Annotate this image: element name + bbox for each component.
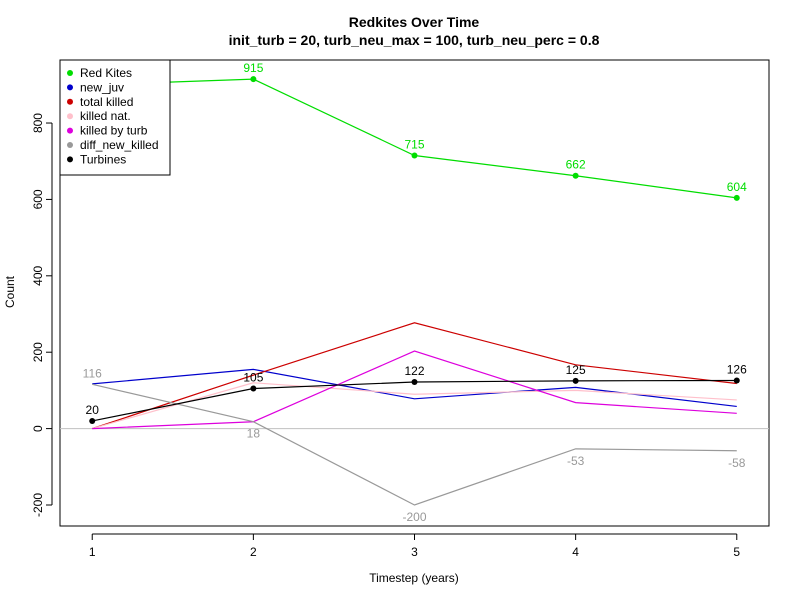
data-point [250, 385, 257, 392]
x-tick-label: 4 [572, 545, 579, 559]
data-point [411, 378, 418, 385]
data-label: 116 [83, 366, 102, 380]
legend-entry: total killed [80, 95, 133, 109]
x-tick-label: 5 [733, 545, 740, 559]
data-label: 105 [243, 370, 263, 384]
data-point [733, 194, 740, 201]
x-axis-label: Timestep (years) [369, 571, 459, 585]
data-label: 715 [404, 137, 424, 151]
data-label: 20 [86, 403, 100, 417]
series-line-5 [92, 383, 737, 506]
x-tick-label: 1 [89, 545, 96, 559]
legend-entry: diff_new_killed [80, 138, 159, 152]
data-label: 18 [247, 427, 261, 441]
data-point [250, 76, 257, 83]
data-label: -58 [728, 456, 746, 470]
series-line-2 [92, 322, 737, 430]
legend-marker [67, 113, 73, 120]
data-label: 125 [566, 363, 586, 377]
data-label: -53 [567, 454, 585, 468]
legend-marker [67, 142, 73, 148]
data-label: 915 [243, 61, 263, 75]
y-axis-label: Count [3, 275, 17, 308]
legend-marker [67, 70, 73, 76]
data-label: 122 [404, 364, 424, 378]
y-tick-label: 200 [31, 342, 45, 362]
legend-entry: new_juv [80, 80, 124, 94]
data-point [411, 152, 418, 159]
data-point [733, 377, 740, 384]
x-tick-label: 3 [411, 545, 418, 559]
legend-entry: Turbines [80, 152, 126, 166]
data-point [89, 417, 96, 424]
legend-marker [67, 156, 73, 163]
legend-entry: killed nat. [80, 109, 131, 123]
y-tick-label: 800 [31, 113, 45, 133]
legend-marker [67, 84, 73, 91]
data-label: 126 [727, 362, 747, 376]
plot-area: 1 2 3 4 5 -200 0 200 400 600 800 915 715 662 604 116 18 -… [31, 59, 770, 559]
y-tick-label: 0 [31, 425, 45, 432]
data-label: 604 [727, 180, 747, 194]
chart-subtitle: init_turb = 20, turb_neu_max = 100, turb… [229, 32, 600, 48]
legend-entry: Red Kites [80, 66, 132, 80]
y-tick-label: 400 [31, 265, 45, 285]
series-line-4 [92, 350, 737, 430]
legend-marker [67, 98, 73, 105]
y-tick-label: 600 [31, 189, 45, 209]
legend-box [59, 59, 171, 176]
chart-title: Redkites Over Time [349, 14, 480, 30]
x-tick-label: 2 [250, 545, 257, 559]
legend-entry: killed by turb [80, 124, 148, 138]
series-line-3 [92, 382, 737, 430]
data-point [572, 172, 579, 179]
y-tick-label: -200 [31, 493, 45, 517]
data-point [572, 377, 579, 384]
data-label: 662 [566, 158, 586, 172]
plot-frame [59, 59, 770, 527]
data-label: -200 [402, 510, 426, 524]
legend-marker [67, 127, 73, 134]
